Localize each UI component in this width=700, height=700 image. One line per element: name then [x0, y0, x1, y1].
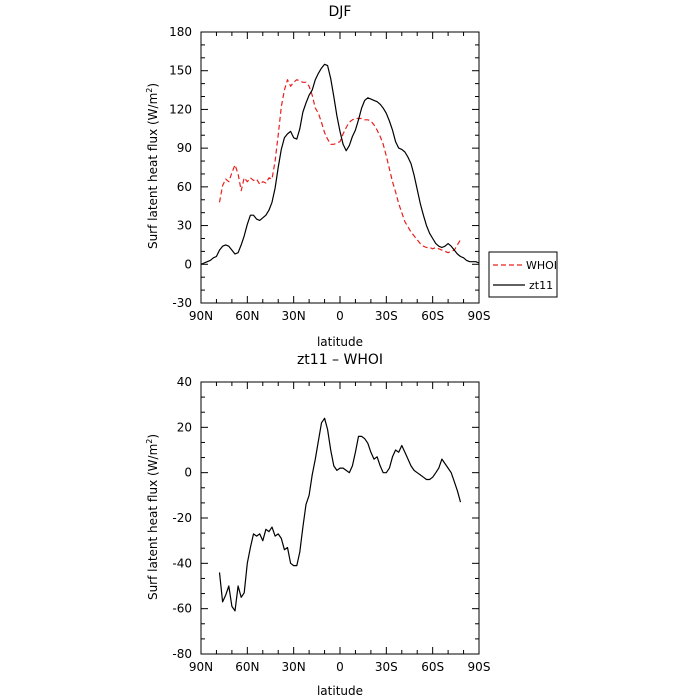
top-chart-y-tick-label: 30: [177, 219, 192, 233]
top-chart-y-tick-label: 90: [177, 141, 192, 155]
legend: WHOI zt11: [488, 251, 558, 298]
top-chart-x-tick-label: 0: [336, 309, 344, 323]
top-chart-series-whoi-line: [218, 79, 462, 254]
bottom-chart-x-tick-label: 30S: [375, 660, 398, 674]
bottom-chart-x-tick-label: 60N: [235, 660, 259, 674]
bottom-chart-x-tick-label: 0: [336, 660, 344, 674]
top-chart-x-tick-label: 90N: [189, 309, 213, 323]
bottom-chart-y-axis-label: Surf latent heat flux (W/m2): [145, 434, 160, 600]
bottom-chart-y-tick-label: -60: [172, 602, 192, 616]
bottom-chart-y-tick-label: 40: [177, 375, 192, 389]
top-chart-y-tick-label: 180: [169, 25, 192, 39]
top-chart-x-tick-label: 90S: [468, 309, 491, 323]
svg-text:Surf latent heat flux (W/m2): Surf latent heat flux (W/m2): [145, 83, 160, 249]
bottom-chart-axes: 90N 60N 30N 0 30S 60S 90S -80 -60 -40 -20 0 20 40: [172, 375, 490, 674]
top-chart-y-tick-label: 150: [169, 64, 192, 78]
bottom-chart-y-tick-label: 0: [184, 466, 192, 480]
top-chart-y-tick-label: 0: [184, 257, 192, 271]
legend-box: [488, 251, 558, 298]
top-chart-series-zt11-line: [200, 63, 480, 265]
top-chart-axes: 90N 60N 30N 0 30S 60S 90S -30 0 30 60 90 120 150 180: [169, 25, 490, 323]
top-chart-x-tick-label: 60S: [421, 309, 444, 323]
bottom-chart-y-tick-label: -40: [172, 556, 192, 570]
top-chart-x-tick-label: 30N: [282, 309, 306, 323]
top-chart-y-tick-label: 60: [177, 180, 192, 194]
bottom-chart-x-tick-label: 30N: [282, 660, 306, 674]
svg-text:Surf latent heat flux (W/m2): Surf latent heat flux (W/m2): [145, 434, 160, 600]
top-chart-y-axis-label: Surf latent heat flux (W/m2): [145, 83, 160, 249]
bottom-chart-frame: [200, 381, 480, 655]
bottom-chart-series-difference-line: [218, 417, 462, 612]
top-chart-series: [200, 63, 480, 265]
bottom-chart-y-tick-label: -20: [172, 511, 192, 525]
top-chart: DJF Surf latent heat flux (W/m2) latitud…: [145, 4, 558, 349]
bottom-chart-x-tick-label: 90N: [189, 660, 213, 674]
bottom-chart-x-axis-label: latitude: [317, 684, 363, 698]
top-chart-y-tick-label: -30: [172, 296, 192, 310]
top-chart-y-tick-label: 120: [169, 102, 192, 116]
bottom-chart-series: [218, 417, 462, 612]
top-chart-x-tick-label: 30S: [375, 309, 398, 323]
top-chart-x-tick-label: 60N: [235, 309, 259, 323]
top-chart-x-axis-label: latitude: [317, 335, 363, 349]
legend-label-whoi: WHOI: [526, 259, 557, 272]
bottom-chart: zt11 – WHOI Surf latent heat flux (W/m2)…: [145, 352, 490, 698]
top-chart-title: DJF: [329, 4, 352, 20]
bottom-chart-x-tick-label: 60S: [421, 660, 444, 674]
bottom-chart-y-tick-label: 20: [177, 420, 192, 434]
bottom-chart-title: zt11 – WHOI: [297, 352, 383, 368]
bottom-chart-y-tick-label: -80: [172, 647, 192, 661]
legend-label-zt11: zt11: [529, 279, 553, 292]
bottom-chart-x-tick-label: 90S: [468, 660, 491, 674]
top-chart-frame: [200, 31, 480, 304]
